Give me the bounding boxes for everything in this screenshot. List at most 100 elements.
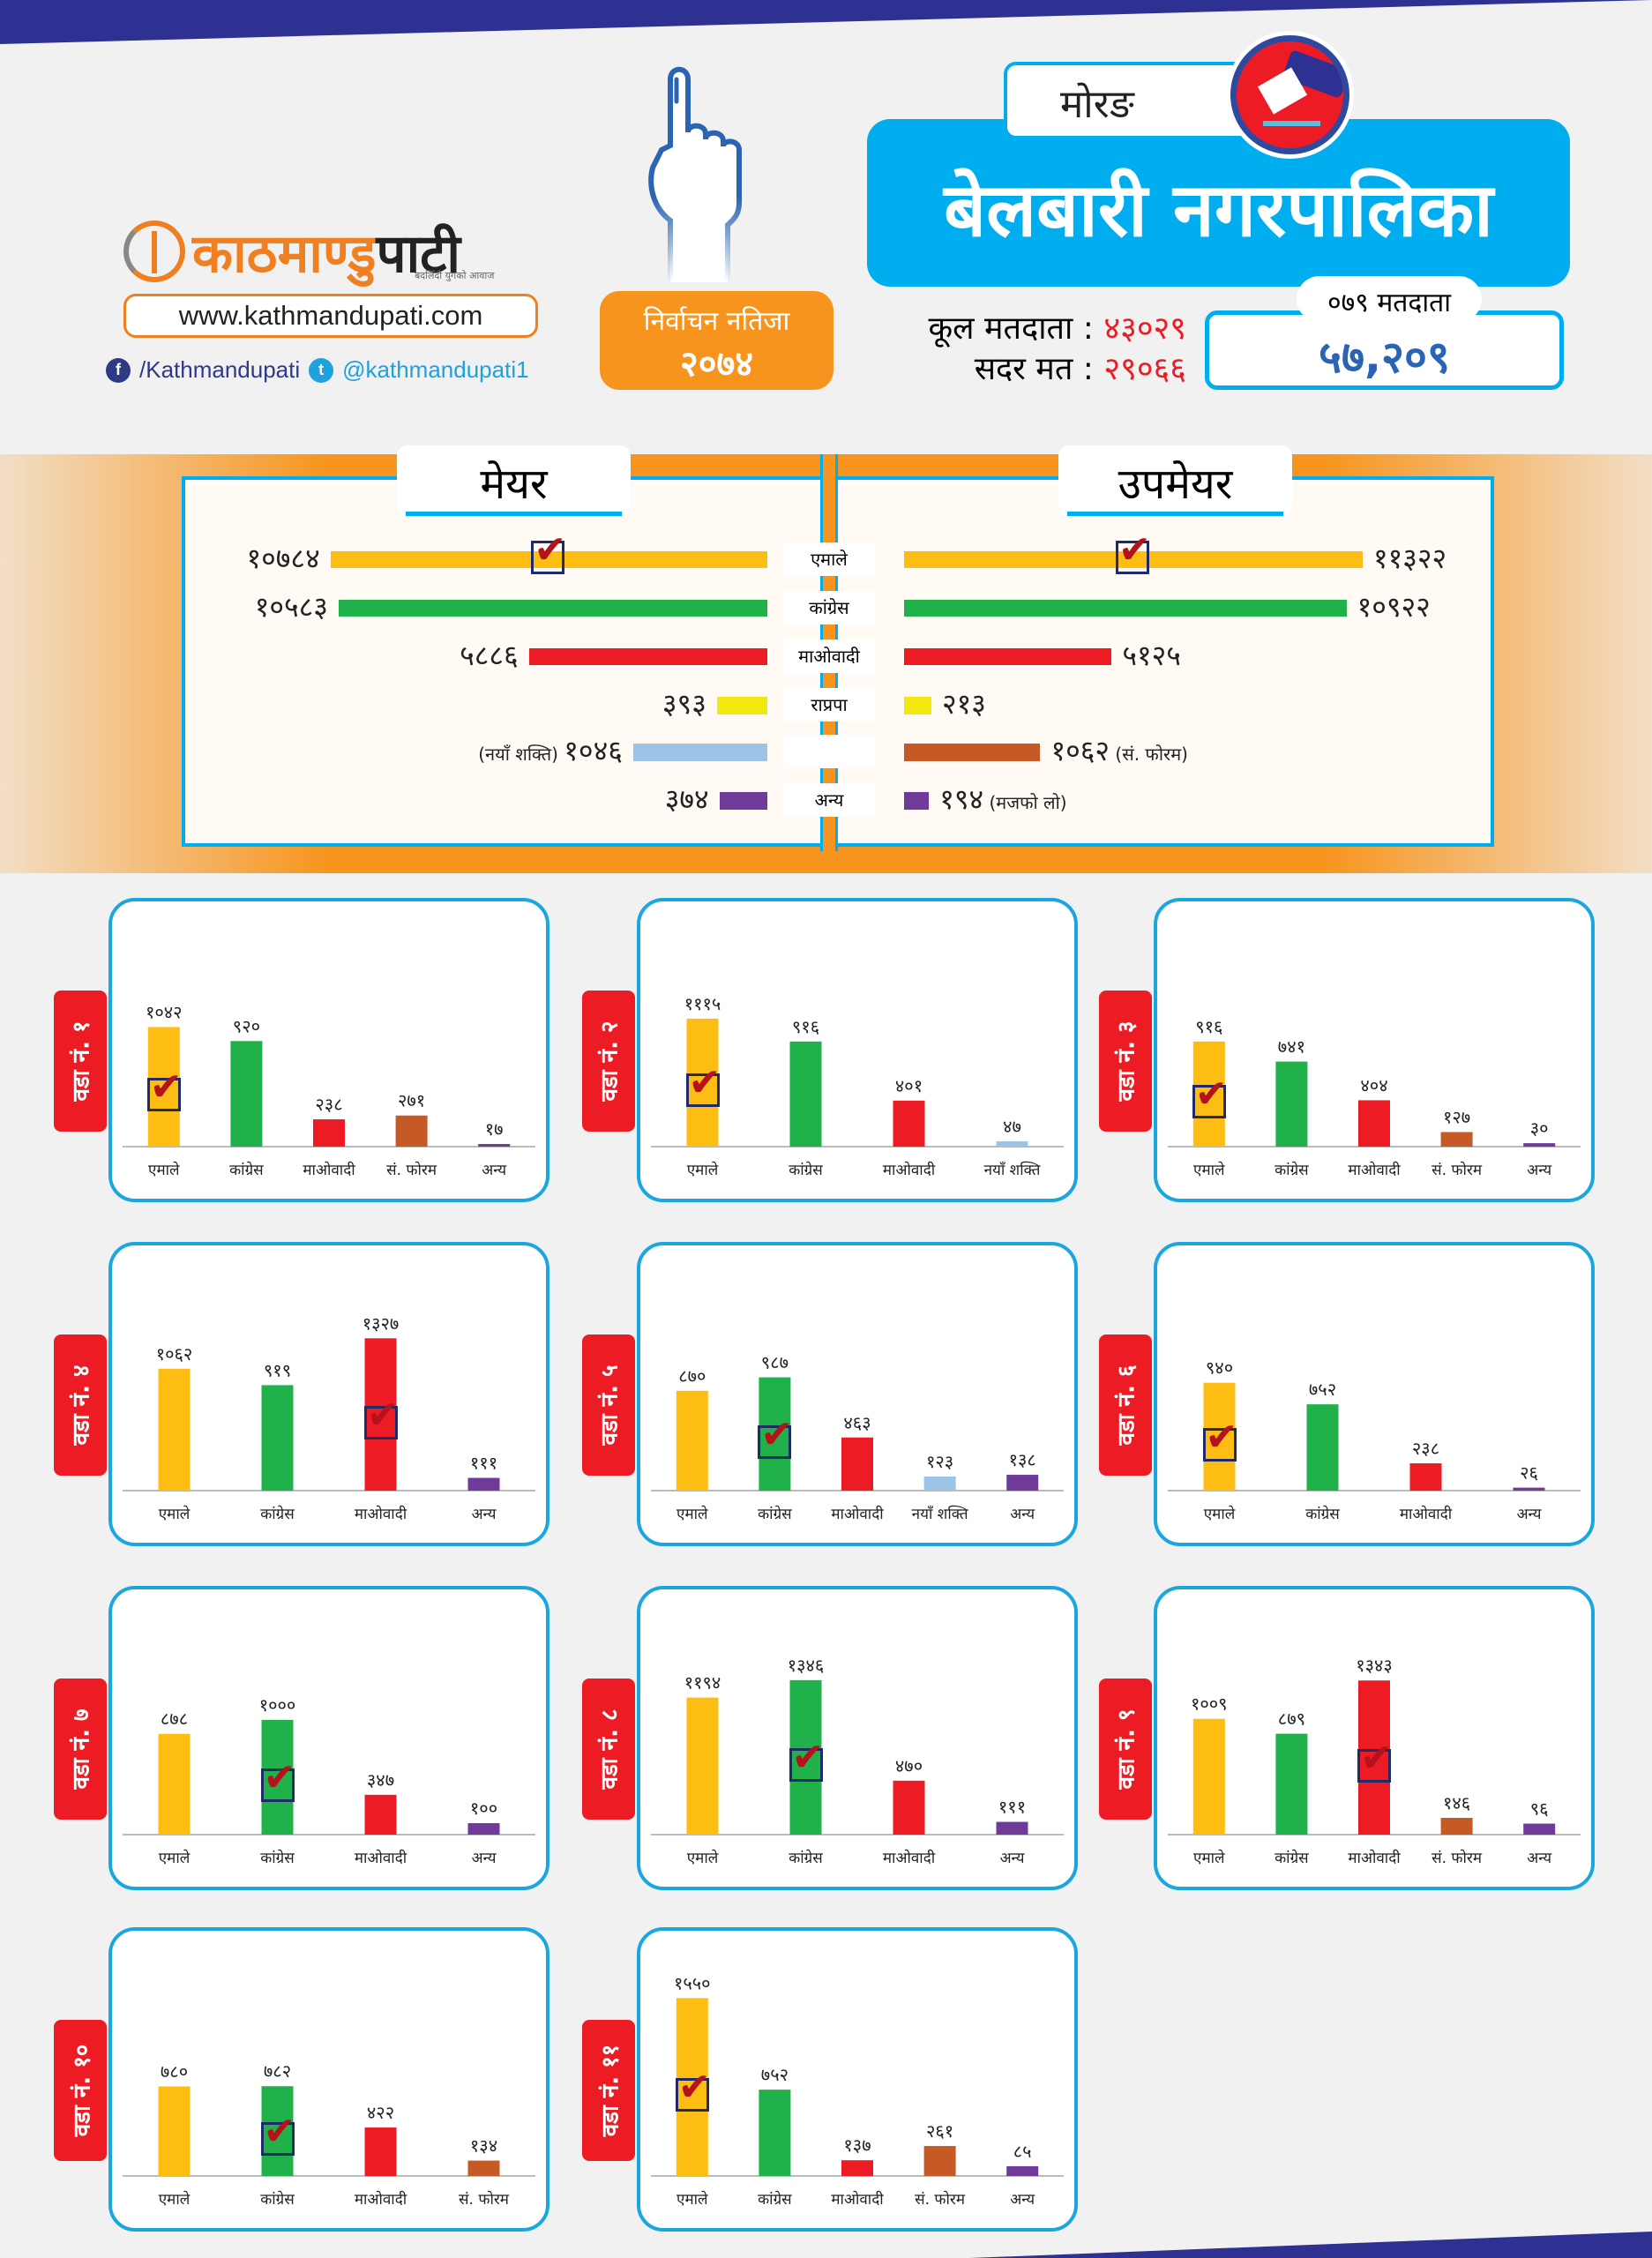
ward-label-9: वडा नं. ९ [1099, 1679, 1152, 1820]
value-label-3: २६ [1520, 1462, 1538, 1484]
bar-4 [1523, 1143, 1556, 1147]
ward-label-8: वडा नं. ८ [582, 1679, 635, 1820]
category-label-2: माओवादी [1400, 1505, 1453, 1523]
bar-2 [313, 1119, 345, 1147]
twitter-icon: t [309, 357, 334, 383]
bar-1 [1306, 1404, 1339, 1491]
value-label-2: २३८ [315, 1094, 342, 1115]
bar-4 [1523, 1823, 1556, 1835]
category-label-1: कांग्रेस [1275, 1849, 1309, 1867]
ward-chart-svg: ८७८ एमाले १००० कांग्रेस ३४७ माओवादी १०० अन्य [123, 1694, 535, 1867]
value-label-0: १५५० [674, 1972, 711, 1993]
bar-2 [893, 1100, 925, 1147]
ward-chart-svg: ८७० एमाले ९८७ कांग्रेस ४६३ माओवादी १२३ नयाँ शक्… [651, 1352, 1064, 1523]
bar-1 [789, 1041, 822, 1147]
value-label-4: ३० [1530, 1118, 1549, 1139]
ward-chart-10: ७८० एमाले ७८२ कांग्रेस ४२२ माओवादी १३४ सं. फोरम [108, 1927, 549, 2232]
municipality-title: बेलबारी नगरपालिका [867, 119, 1570, 287]
bar-0 [1192, 1718, 1225, 1835]
deputy-mayor-value-0: ११३२२ [1373, 542, 1447, 575]
ward-chart-svg: १११५ एमाले ९१६ कांग्रेस ४०१ माओवादी ४७ नयाँ शक्… [651, 993, 1064, 1179]
mayor-bar-4 [632, 744, 767, 761]
mayor-value-3: ३९३ [662, 687, 706, 721]
value-label-2: २३८ [1412, 1438, 1439, 1459]
mayor-bar-1 [338, 600, 767, 617]
website-link[interactable]: www.kathmandupati.com [123, 294, 538, 338]
value-label-1: १३४६ [788, 1655, 825, 1676]
value-label-3: १११ [998, 1797, 1026, 1818]
bar-4 [478, 1144, 511, 1147]
bar-3 [1440, 1818, 1473, 1835]
ward-chart-svg: ९१६ एमाले ७४१ कांग्रेस ४०४ माओवादी १२७ सं. फोरम… [1168, 1016, 1581, 1179]
total-voters-label: कूल मतदाता : [928, 310, 1094, 347]
category-label-2: माओवादी [355, 1505, 407, 1523]
deputy-mayor-winner-check-icon [1116, 527, 1151, 574]
category-label-3: अन्य [1000, 1850, 1026, 1867]
social-links: f /Kathmandupati t @kathmandupati1 [106, 356, 529, 384]
value-label-0: १०४२ [146, 1001, 183, 1022]
mayor-bar-2 [528, 648, 767, 665]
bar-1 [261, 1385, 294, 1491]
ward-chart-6: ९४० एमाले ७५२ कांग्रेस २३८ माओवादी २६ अन्य [1154, 1242, 1595, 1546]
category-label-1: कांग्रेस [758, 2190, 792, 2209]
value-label-2: ४०४ [1360, 1074, 1387, 1095]
category-label-4: अन्य [1010, 2191, 1035, 2209]
category-label-0: एमाले [159, 2190, 191, 2209]
value-label-4: ८५ [1013, 2141, 1032, 2162]
party-tag-2: माओवादी [783, 639, 875, 673]
election-commission-logo-icon [1230, 35, 1349, 154]
voter-stats: कूल मतदाता : ४३०२९ सदर मत : २९०६६ [860, 309, 1186, 390]
category-label-3: अन्य [472, 1506, 497, 1523]
facebook-link[interactable]: /Kathmandupati [139, 356, 301, 383]
bar-3 [1513, 1487, 1545, 1491]
value-label-1: ९१६ [792, 1016, 819, 1037]
bar-3 [467, 2160, 500, 2176]
value-label-2: ४६३ [843, 1412, 871, 1433]
winner-check-icon [685, 1060, 721, 1108]
ward-label-7: वडा नं. ७ [54, 1679, 107, 1820]
value-label-1: ९१९ [264, 1359, 291, 1380]
category-label-3: सं. फोरम [1431, 1849, 1483, 1867]
twitter-link[interactable]: @kathmandupati1 [342, 356, 529, 383]
brand-mark-icon [123, 221, 185, 282]
category-label-1: कांग्रेस [260, 1505, 295, 1523]
deputy-mayor-bar-2 [904, 648, 1112, 665]
deputy-mayor-value-2: ५१२५ [1122, 639, 1181, 672]
value-label-2: ४७० [895, 1755, 923, 1776]
mayor-heading: मेयर [397, 445, 631, 516]
deputy-mayor-bar-5 [904, 792, 930, 810]
ward-label-11: वडा नं. ११ [582, 2020, 635, 2161]
category-label-3: अन्य [1517, 1506, 1543, 1523]
bar-0 [158, 1733, 191, 1835]
bar-3 [467, 1822, 500, 1835]
facebook-icon: f [106, 357, 131, 383]
bar-1 [1275, 1733, 1308, 1835]
value-label-1: ७५२ [1309, 1379, 1336, 1400]
ward-chart-7: ८७८ एमाले १००० कांग्रेस ३४७ माओवादी १०० अन्य [108, 1586, 549, 1890]
party-tag-4 [783, 735, 875, 768]
category-label-2: माओवादी [883, 1161, 936, 1179]
deputy-mayor-value-1: १०९२२ [1357, 590, 1431, 624]
bar-3 [1440, 1132, 1473, 1147]
ward-label-10: वडा नं. १० [54, 2020, 107, 2161]
category-label-3: सं. फोरम [386, 1161, 437, 1179]
voters-079-value: ५७,२०९ [1205, 310, 1564, 390]
value-label-2: ४२२ [367, 2102, 394, 2123]
category-label-1: कांग्रेस [1275, 1161, 1309, 1179]
winner-check-icon [675, 2065, 711, 2112]
value-label-1: ७४१ [1278, 1036, 1305, 1058]
category-label-1: कांग्रेस [229, 1161, 264, 1179]
district-label: मोरङ [1004, 62, 1268, 139]
ward-chart-2: १११५ एमाले ९१६ कांग्रेस ४०१ माओवादी ४७ नयाँ शक्… [637, 898, 1078, 1202]
category-label-1: कांग्रेस [260, 2190, 295, 2209]
category-label-2: माओवादी [355, 2190, 407, 2209]
ward-chart-3: ९१६ एमाले ७४१ कांग्रेस ४०४ माओवादी १२७ सं. फोरम… [1154, 898, 1595, 1202]
badge-title: निर्वाचन नतिजा [643, 306, 790, 337]
bar-1 [1275, 1061, 1308, 1147]
bar-3 [923, 2146, 956, 2176]
ward-label-6: वडा नं. ६ [1099, 1335, 1152, 1476]
ward-chart-11: १५५० एमाले ७५२ कांग्रेस १३७ माओवादी २६१ सं. फोर… [637, 1927, 1078, 2232]
value-label-1: ९८७ [761, 1352, 789, 1373]
value-label-3: २७१ [398, 1090, 425, 1111]
bar-2 [364, 1794, 397, 1835]
